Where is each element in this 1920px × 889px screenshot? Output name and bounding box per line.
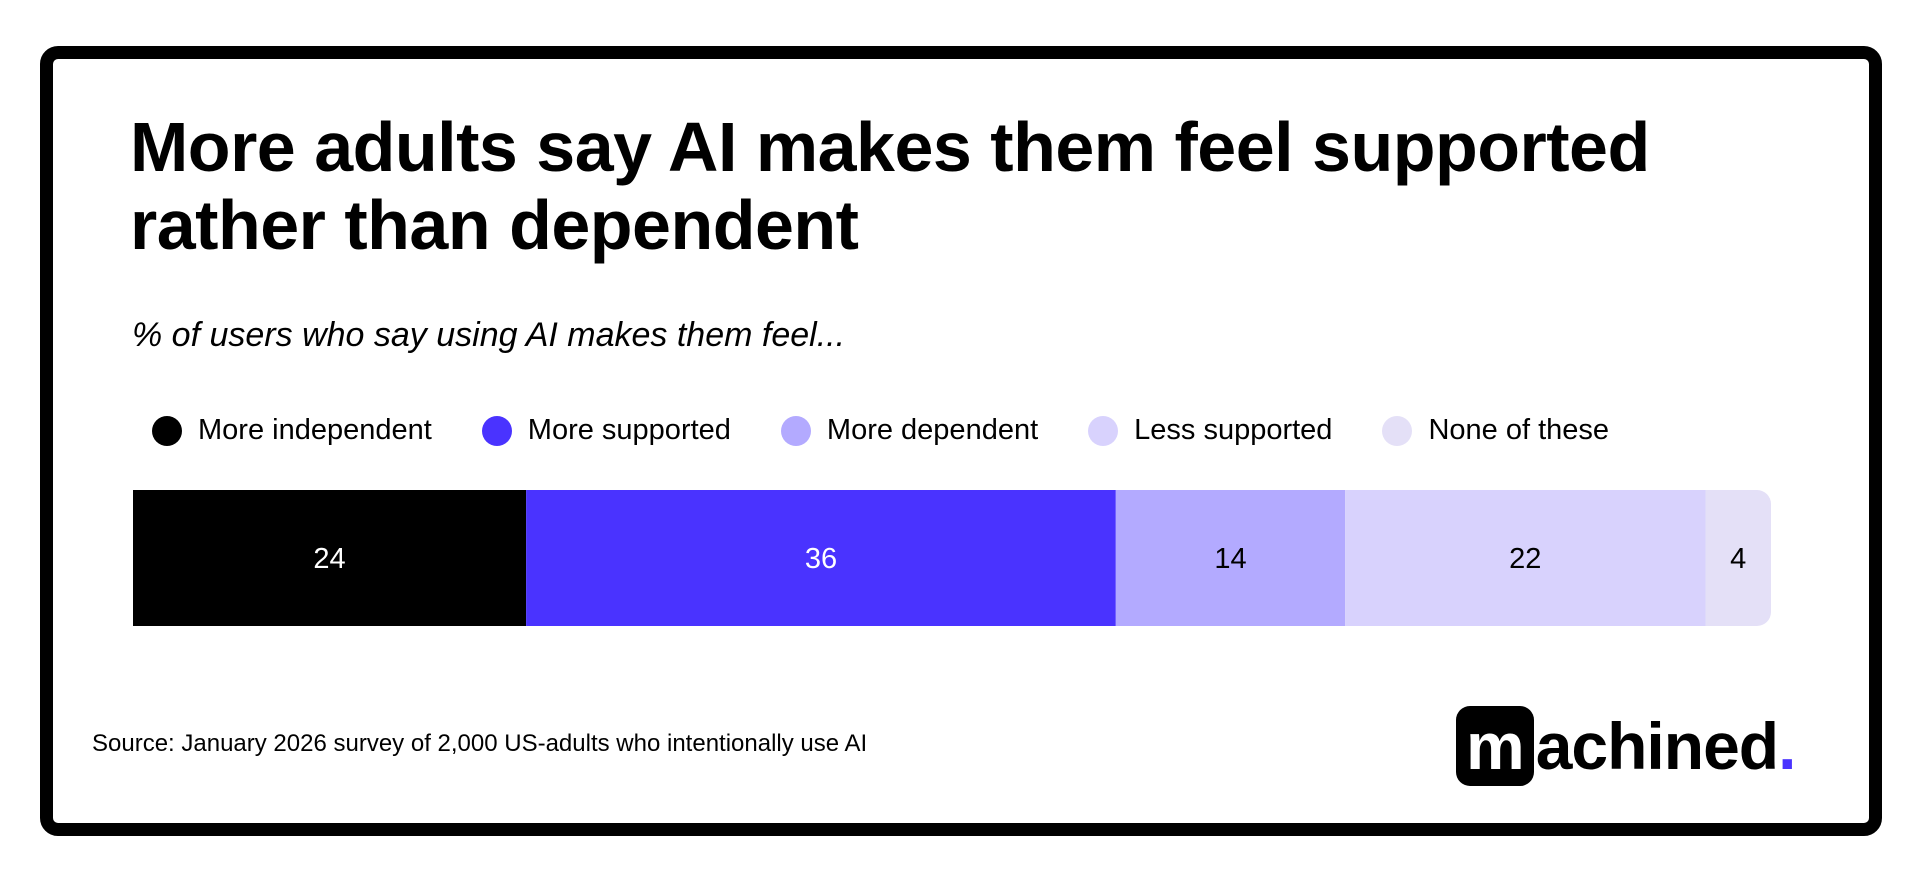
logo-box: m: [1456, 706, 1534, 786]
data-label: 4: [1730, 543, 1746, 575]
legend-label: Less supported: [1134, 414, 1333, 446]
logo-dot: .: [1778, 709, 1796, 783]
data-label: 22: [1509, 543, 1541, 575]
chart-subtitle: % of users who say using AI makes them f…: [132, 316, 846, 354]
data-label: 24: [313, 543, 345, 575]
legend-swatch: [1382, 415, 1413, 446]
data-label: 36: [805, 543, 837, 575]
legend-swatch: [1088, 415, 1119, 446]
machined-logo: m achined.: [1456, 706, 1796, 786]
source-note: Source: January 2026 survey of 2,000 US-…: [92, 730, 868, 757]
legend-item: More dependent: [780, 414, 1039, 447]
bar-segment: [133, 490, 527, 626]
bar-segment: [526, 490, 1116, 626]
legend-item: More supported: [481, 414, 731, 447]
bar-segment: [1705, 490, 1771, 626]
data-label: 14: [1214, 543, 1246, 575]
chart-title: More adults say AI makes them feel suppo…: [130, 108, 1650, 264]
legend-item: More independent: [152, 414, 432, 447]
logo-text: achined: [1535, 709, 1779, 783]
legend-label: More dependent: [826, 414, 1039, 446]
chart-frame: [40, 46, 1882, 836]
bar-segment: [1115, 490, 1346, 626]
legend-item: None of these: [1382, 414, 1609, 447]
legend-label: More supported: [527, 414, 731, 446]
legend-swatch: [481, 415, 512, 446]
legend: More independent More supported More depen…: [152, 414, 1659, 447]
bar-segment: [1345, 490, 1706, 626]
legend-label: More independent: [198, 414, 432, 446]
legend-swatch: [780, 415, 811, 446]
legend-item: Less supported: [1088, 414, 1332, 447]
legend-swatch: [152, 415, 182, 446]
legend-label: None of these: [1428, 414, 1610, 446]
